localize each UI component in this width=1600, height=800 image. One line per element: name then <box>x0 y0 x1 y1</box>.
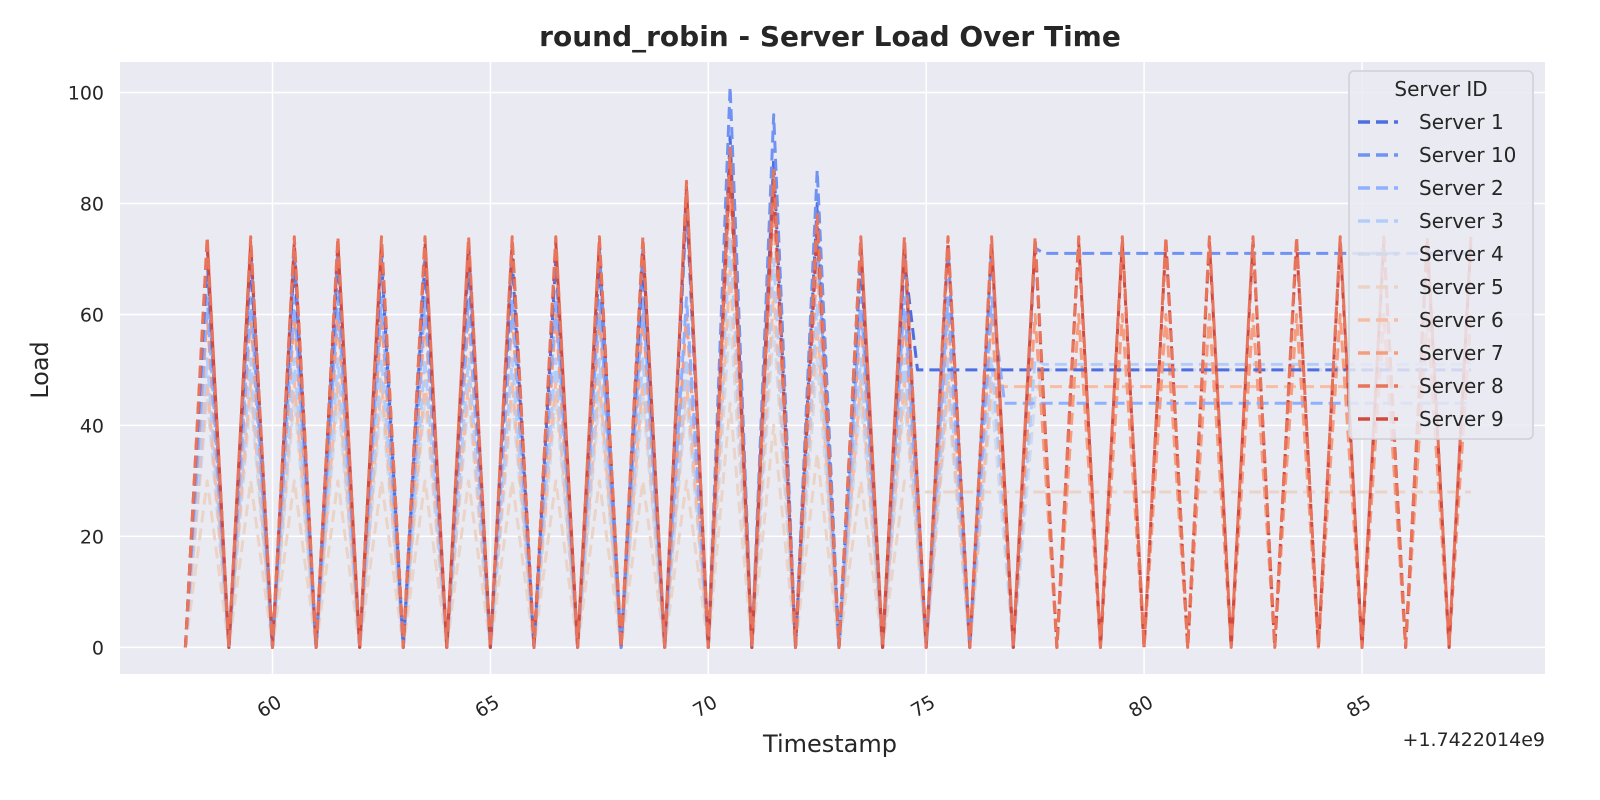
y-axis-ticks: 0 20 40 60 80 100 <box>68 83 104 660</box>
series-layer <box>183 85 1473 649</box>
plot-area <box>120 62 1545 674</box>
x-tick-label: 80 <box>1125 691 1157 722</box>
x-axis-offset: +1.7422014e9 <box>1403 729 1545 751</box>
legend-title: Server ID <box>1394 77 1487 101</box>
legend-label: Server 10 <box>1419 143 1516 167</box>
legend-entry: Server 4 <box>1358 242 1504 266</box>
legend-box <box>1348 70 1534 440</box>
y-tick-label: 0 <box>92 637 104 659</box>
x-tick-label: 60 <box>254 691 286 722</box>
y-axis-label: Load <box>26 341 54 399</box>
y-tick-label: 20 <box>80 526 104 548</box>
legend-label: Server 8 <box>1419 374 1504 398</box>
series-line-server-8 <box>183 146 1473 649</box>
legend-entry: Server 8 <box>1358 374 1504 398</box>
legend-entry: Server 3 <box>1358 209 1504 233</box>
legend-entry: Server 6 <box>1358 308 1504 332</box>
y-tick-label: 100 <box>68 83 104 105</box>
x-axis-ticks: 60 65 70 75 80 85 <box>254 691 1375 722</box>
legend-entry: Server 10 <box>1358 143 1516 167</box>
y-tick-label: 40 <box>80 415 104 437</box>
grid <box>120 62 1545 674</box>
x-tick-label: 75 <box>907 691 939 722</box>
legend-label: Server 1 <box>1419 110 1504 134</box>
chart-title: round_robin - Server Load Over Time <box>539 20 1121 53</box>
legend-label: Server 3 <box>1419 209 1504 233</box>
legend-label: Server 7 <box>1419 341 1504 365</box>
y-tick-label: 80 <box>80 193 104 215</box>
legend-label: Server 6 <box>1419 308 1504 332</box>
legend-entry: Server 7 <box>1358 341 1504 365</box>
legend-items: Server 1 Server 10 Server 2 Server 3 Server … <box>1358 110 1516 431</box>
y-tick-label: 60 <box>80 304 104 326</box>
legend-label: Server 5 <box>1419 275 1504 299</box>
legend-label: Server 9 <box>1419 407 1504 431</box>
legend-label: Server 4 <box>1419 242 1504 266</box>
legend-entry: Server 1 <box>1358 110 1504 134</box>
legend-entry: Server 9 <box>1358 407 1504 431</box>
x-tick-label: 65 <box>471 691 503 722</box>
legend-entry: Server 2 <box>1358 176 1504 200</box>
legend-label: Server 2 <box>1419 176 1504 200</box>
legend-entry: Server 5 <box>1358 275 1504 299</box>
x-tick-label: 70 <box>689 691 721 722</box>
x-tick-label: 85 <box>1343 691 1375 722</box>
x-axis-label: Timestamp <box>762 730 897 758</box>
series-line-server-10 <box>183 85 1471 649</box>
